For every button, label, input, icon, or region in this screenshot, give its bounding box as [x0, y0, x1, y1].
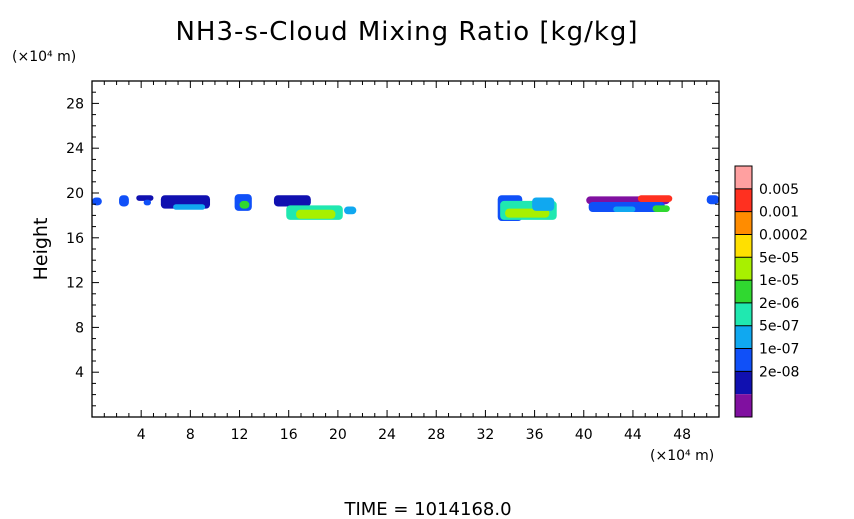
colorbar-swatch — [735, 234, 752, 258]
x-tick-label: 36 — [526, 427, 544, 443]
x-tick-label: 12 — [231, 427, 249, 443]
cloud-blob — [637, 195, 673, 202]
colorbar-swatch — [735, 166, 752, 189]
colorbar: 0.005 0.001 0.0002 5e-05 1e-05 2e-06 5e-07 1e-0… — [734, 165, 808, 418]
colorbar-swatch — [735, 211, 752, 235]
x-tick-label: 32 — [476, 427, 494, 443]
colorbar-label: 2e-08 — [759, 364, 799, 380]
x-axis: 4 8 12 16 20 24 28 32 36 40 44 48 — [103, 81, 708, 443]
cloud-blob — [532, 197, 555, 211]
y-tick-label: 16 — [66, 231, 84, 247]
y-tick-label: 28 — [66, 96, 84, 112]
colorbar-label: 0.001 — [759, 205, 799, 221]
colorbar-label: 1e-05 — [759, 273, 799, 289]
cloud-blob — [273, 195, 311, 207]
colorbar-swatch — [735, 348, 752, 372]
colorbar-swatch — [735, 302, 752, 326]
x-tick-label: 4 — [137, 427, 146, 443]
cloud-blob — [706, 195, 719, 205]
colorbar-swatch — [735, 188, 752, 212]
y-tick-label: 24 — [66, 141, 84, 157]
colorbar-label: 0.005 — [759, 182, 799, 198]
x-tick-label: 16 — [280, 427, 298, 443]
x-tick-label: 40 — [575, 427, 593, 443]
y-tick-label: 12 — [66, 276, 84, 292]
cloud-blob — [173, 204, 206, 210]
x-tick-label: 28 — [427, 427, 445, 443]
plot-frame — [91, 80, 720, 418]
colorbar-label: 5e-07 — [759, 319, 799, 335]
colorbar-label: 2e-06 — [759, 296, 799, 312]
time-label: TIME = 1014168.0 — [343, 499, 511, 519]
x-tick-label: 20 — [329, 427, 347, 443]
cloud-blob — [143, 199, 152, 206]
colorbar-frame — [734, 165, 753, 418]
cloud-blob — [652, 205, 670, 213]
colorbar-swatch — [735, 394, 752, 417]
y-tick-label: 8 — [75, 320, 84, 336]
x-tick-label: 24 — [378, 427, 396, 443]
cloud-field — [92, 194, 719, 221]
colorbar-label: 1e-07 — [759, 342, 799, 358]
x-tick-label: 48 — [673, 427, 691, 443]
y-unit-label: (×10⁴ m) — [12, 49, 76, 65]
colorbar-swatch — [735, 257, 752, 281]
cloud-blob — [119, 195, 129, 207]
y-axis-label: Height — [30, 218, 52, 281]
cloud-blob — [136, 195, 154, 201]
cloud-blob — [92, 197, 102, 206]
y-axis: 4 8 12 16 20 24 28 — [66, 91, 719, 407]
cloud-blob — [296, 209, 336, 219]
colorbar-swatch — [735, 280, 752, 303]
y-tick-label: 20 — [66, 186, 84, 202]
colorbar-swatch — [735, 325, 752, 349]
cloud-blob — [239, 200, 250, 209]
y-tick-label: 4 — [75, 365, 84, 381]
colorbar-label: 5e-05 — [759, 250, 799, 266]
chart-title: NH3-s-Cloud Mixing Ratio [kg/kg] — [175, 17, 638, 47]
cloud-blob — [613, 206, 636, 213]
x-tick-label: 8 — [186, 427, 195, 443]
x-tick-label: 44 — [624, 427, 642, 443]
colorbar-label: 0.0002 — [759, 227, 808, 243]
cloud-blob — [344, 206, 357, 215]
colorbar-swatch — [735, 371, 752, 395]
x-unit-label: (×10⁴ m) — [650, 448, 714, 464]
